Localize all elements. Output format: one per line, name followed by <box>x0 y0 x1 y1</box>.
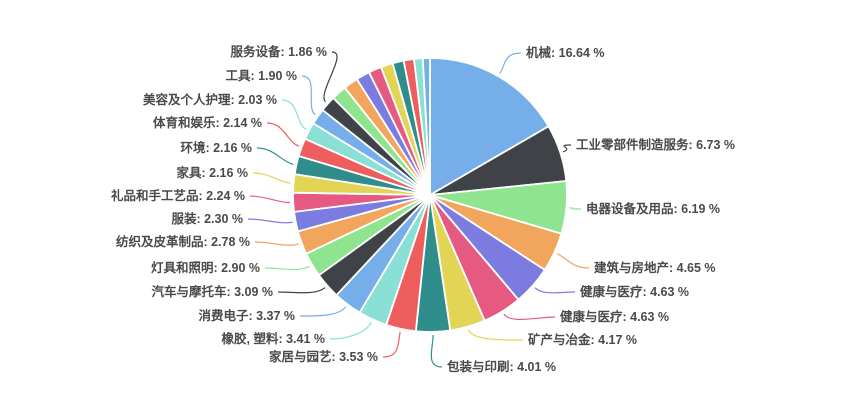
slice-label: 健康与医疗: 4.63 % <box>560 309 669 324</box>
slice-label: 消费电子: 3.37 % <box>198 308 295 323</box>
label-connector <box>256 147 294 165</box>
slice-label: 服务设备: 1.86 % <box>230 44 327 59</box>
slice-label: 工业零部件制造服务: 6.73 % <box>576 137 735 152</box>
slice-label: 建筑与房地产: 4.65 % <box>594 260 716 275</box>
slice-label: 体育和娱乐: 2.14 % <box>153 115 262 130</box>
label-connector <box>254 241 299 246</box>
label-connector <box>503 313 556 320</box>
slice-label: 汽车与摩托车: 3.09 % <box>151 284 273 299</box>
label-connector <box>266 122 300 147</box>
label-connector <box>534 287 576 294</box>
label-connector <box>299 306 347 317</box>
slice-label: 纺织及皮革制品: 2.78 % <box>116 234 250 249</box>
label-connector <box>252 172 291 184</box>
label-connector <box>382 331 401 358</box>
label-connector <box>301 75 316 116</box>
pie-slice-unlabeled-30[interactable] <box>421 57 431 196</box>
slice-label: 美容及个人护理: 2.03 % <box>143 92 277 107</box>
pie-slice-机械[interactable] <box>429 57 550 196</box>
label-connector <box>468 329 524 341</box>
slice-label: 工具: 1.90 % <box>225 69 297 83</box>
label-connector <box>569 207 582 210</box>
slice-label: 礼品和手工艺品: 2.24 % <box>111 188 245 203</box>
slice-label: 矿产与冶金: 4.17 % <box>528 332 637 347</box>
slice-label: 电器设备及用品: 6.19 % <box>586 201 720 216</box>
label-connector <box>329 321 372 340</box>
label-connector <box>249 195 291 204</box>
slice-label: 健康与医疗: 4.63 % <box>580 284 689 299</box>
slice-label: 包装与印刷: 4.01 % <box>446 359 556 374</box>
slice-label: 家居与园艺: 3.53 % <box>269 349 378 364</box>
label-connector <box>323 51 338 103</box>
label-connector <box>562 144 572 153</box>
slice-label: 家具: 2.16 % <box>176 165 248 180</box>
label-connector <box>264 265 310 271</box>
label-connector <box>277 287 326 294</box>
label-connector <box>556 253 590 269</box>
slice-label: 服装: 2.30 % <box>171 211 243 226</box>
label-connector <box>247 218 293 224</box>
slice-label: 机械: 16.64 % <box>526 45 605 60</box>
label-connector <box>499 52 522 74</box>
slice-label: 环境: 2.16 % <box>180 140 252 155</box>
label-connector <box>281 99 307 131</box>
slice-label: 灯具和照明: 2.90 % <box>151 260 260 275</box>
slice-label: 橡胶, 塑料: 3.41 % <box>222 331 326 346</box>
label-connector <box>430 334 443 368</box>
